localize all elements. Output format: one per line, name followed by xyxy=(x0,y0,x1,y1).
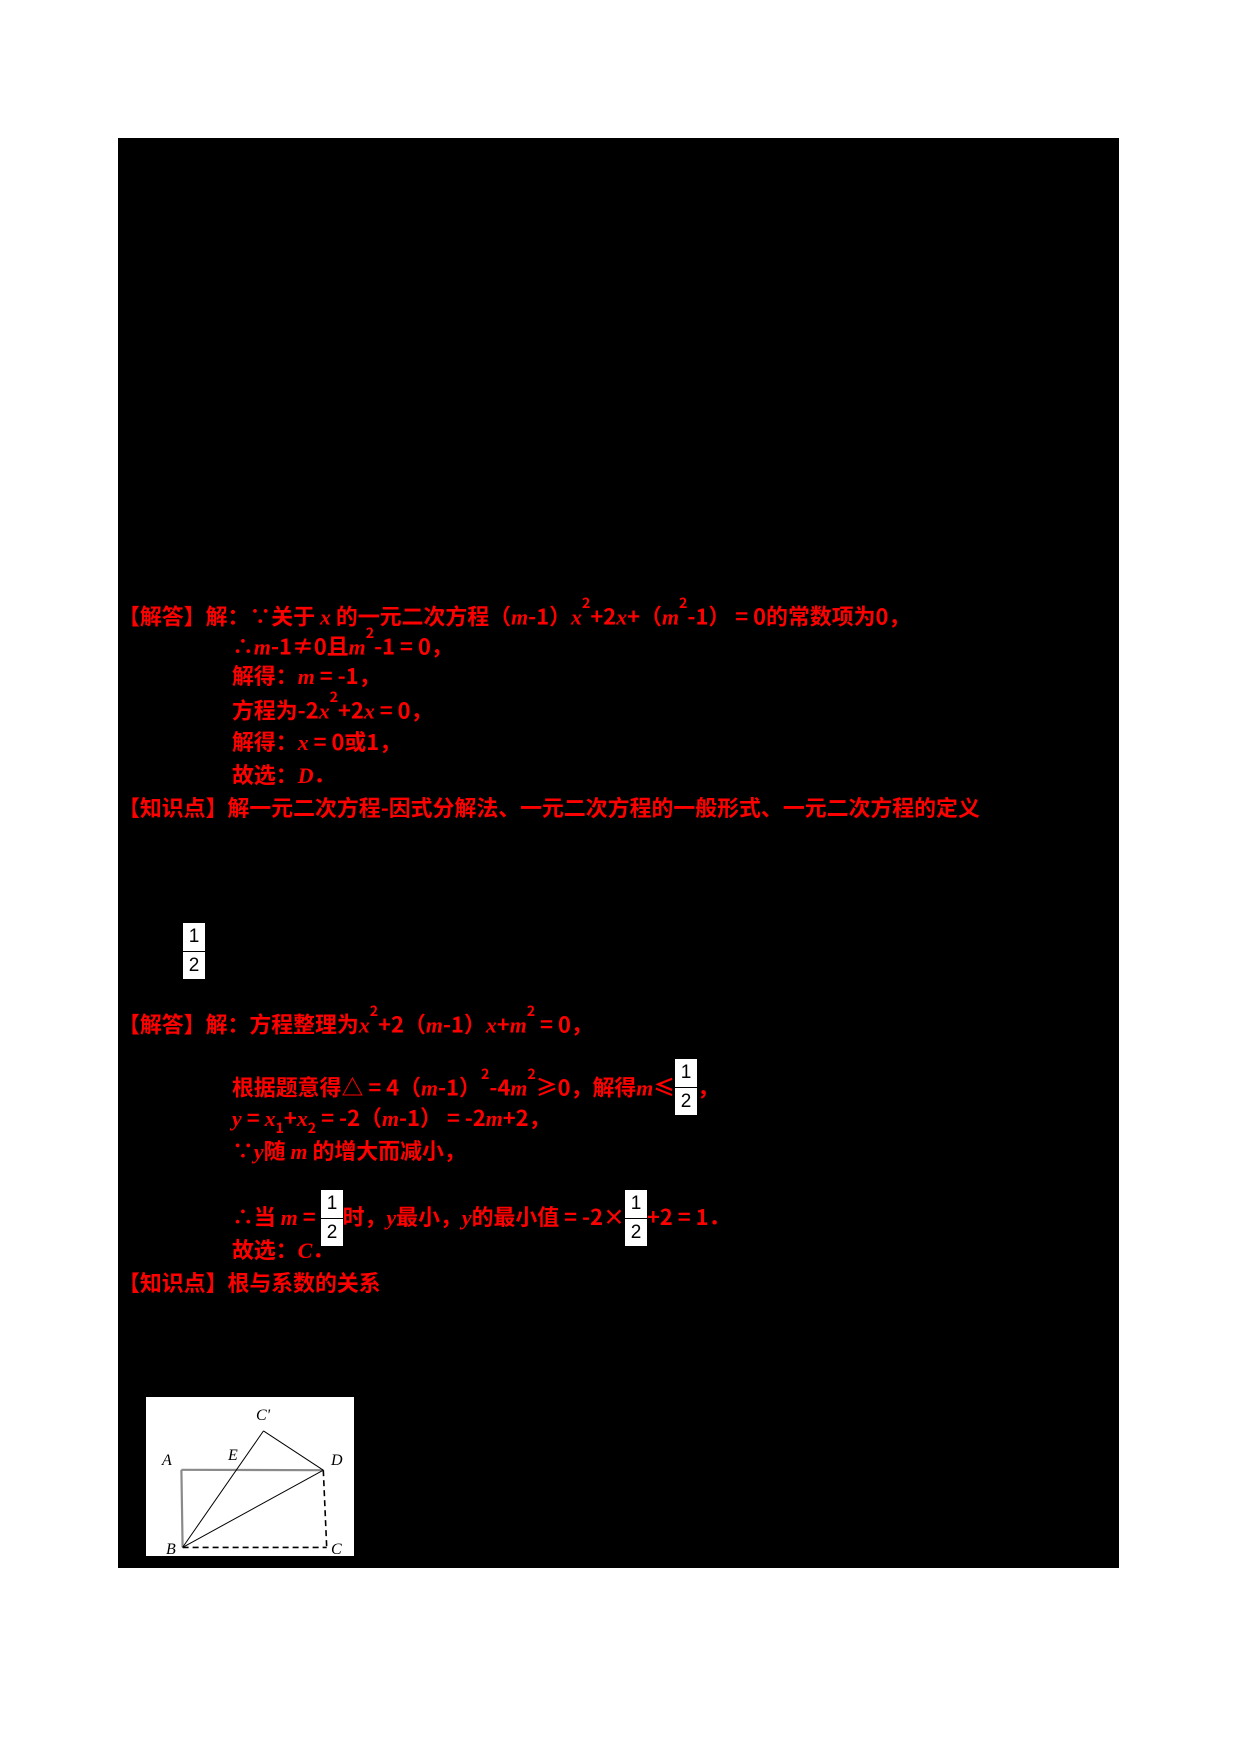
svg-text:A: A xyxy=(161,1452,172,1469)
svg-text:C: C xyxy=(331,1541,342,1556)
svg-text:E: E xyxy=(227,1447,238,1464)
svg-text:B: B xyxy=(166,1541,176,1556)
svg-text:D: D xyxy=(330,1452,343,1469)
svg-text:C': C' xyxy=(256,1407,271,1424)
